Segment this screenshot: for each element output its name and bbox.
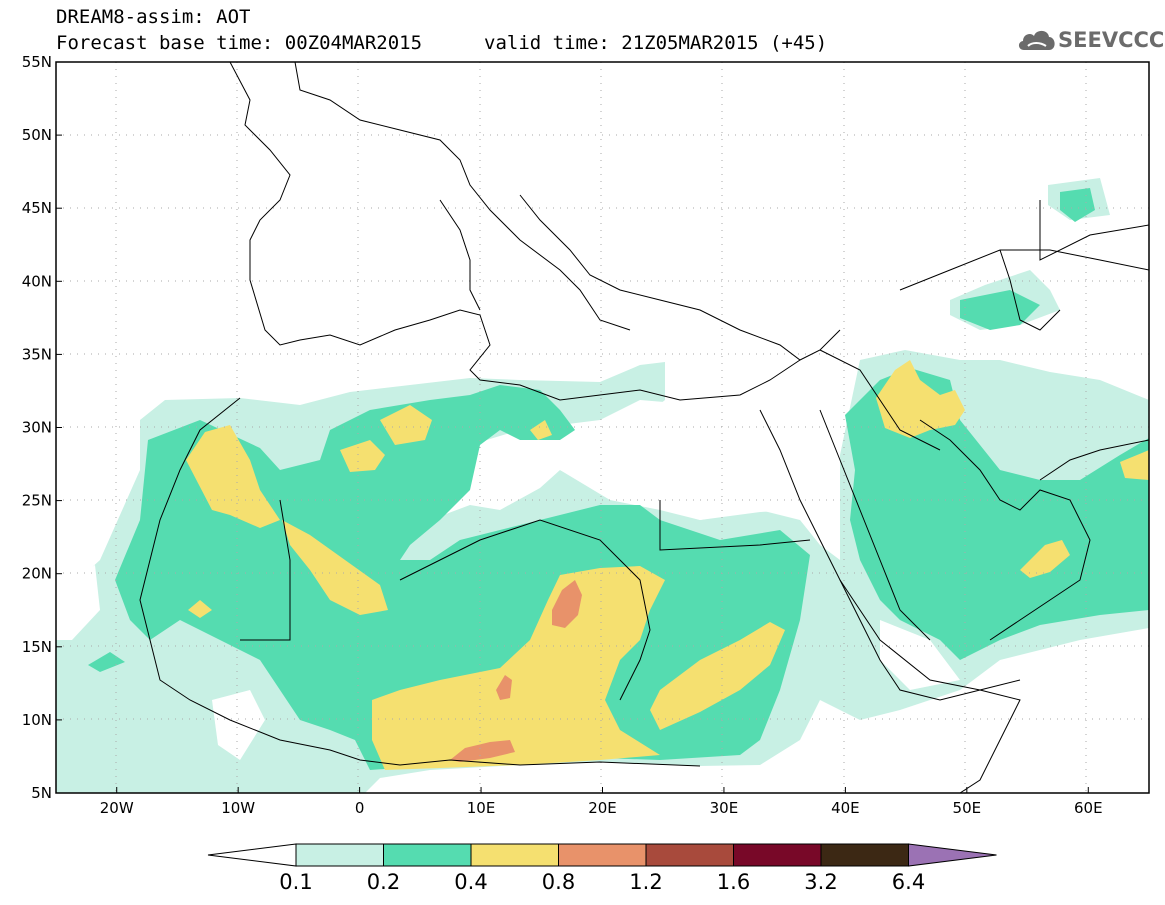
y-tick-label: 45N [22,199,52,217]
y-tick-label: 30N [22,419,52,437]
y-tick-label: 15N [22,638,52,656]
colorbar-segment [733,843,822,867]
colorbar-label: 0.1 [279,870,312,894]
colorbar-segment [558,843,647,867]
aot-shading [56,178,1149,793]
cloud-icon [1018,30,1055,50]
x-tick-label: 50E [953,799,982,817]
colorbar-label: 0.8 [542,870,575,894]
x-tick-label: 0 [355,799,365,817]
aot-low-holes [56,400,960,760]
y-axis-labels: 55N 50N 45N 40N 35N 30N 25N 20N 15N 10N 5N [22,53,62,802]
x-tick-label: 20E [588,799,617,817]
colorbar-label: 0.4 [454,870,487,894]
colorbar-label: 0.2 [367,870,400,894]
logo-text: SEEVCCC [1058,28,1165,52]
y-tick-label: 5N [31,784,52,802]
colorbar-label: 3.2 [804,870,837,894]
x-tick-label: 10E [467,799,496,817]
y-tick-label: 20N [22,565,52,583]
y-tick-label: 25N [22,492,52,510]
colorbar-label: 1.6 [717,870,750,894]
colorbar-upper-triangle [908,843,997,867]
y-tick-label: 35N [22,345,52,363]
x-tick-label: 10W [221,799,255,817]
y-tick-label: 10N [22,711,52,729]
aot-0.4-0.8-fill [186,360,1149,770]
colorbar-label: 1.2 [629,870,662,894]
colorbar-segment [295,843,384,867]
y-tick-label: 55N [22,53,52,71]
x-tick-label: 40E [831,799,860,817]
x-axis-labels: 20W 10W 0 10E 20E 30E 40E 50E 60E [100,787,1103,817]
colorbar-segment [470,843,559,867]
forecast-base-time: Forecast base time: 00Z04MAR2015 [56,32,423,54]
x-tick-label: 30E [710,799,739,817]
colorbar-segment [645,843,734,867]
x-tick-label: 60E [1074,799,1103,817]
coastlines [139,62,1149,793]
valid-time: valid time: 21Z05MAR2015 (+45) [484,32,828,54]
colorbar-lower-triangle [207,843,297,867]
aot-0.8-1.2-fill [450,580,582,762]
y-tick-label: 50N [22,126,52,144]
colorbar-segment [383,843,472,867]
colorbar: 0.1 0.2 0.4 0.8 1.2 1.6 3.2 6.4 [207,843,997,894]
map-title: DREAM8-assim: AOT [56,6,251,28]
colorbar-label: 6.4 [892,870,925,894]
colorbar-segment [820,843,909,867]
seevccc-logo: SEEVCCC [1016,24,1164,56]
y-tick-label: 40N [22,272,52,290]
x-tick-label: 20W [100,799,134,817]
